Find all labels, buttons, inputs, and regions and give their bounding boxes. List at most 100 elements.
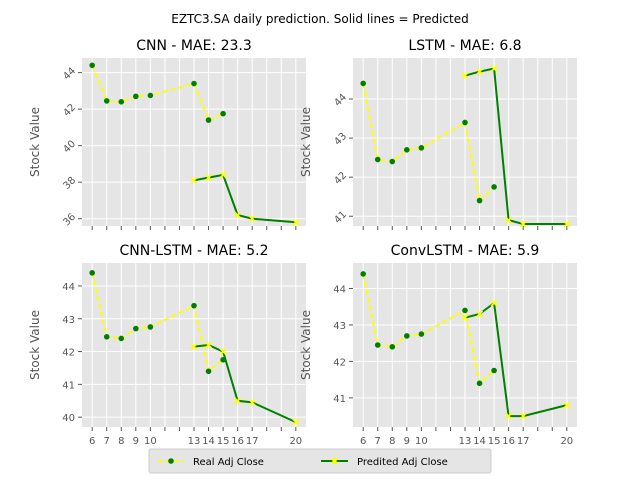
- real-point: [89, 62, 95, 69]
- real-point: [418, 331, 425, 337]
- legend-frame: [148, 448, 492, 474]
- figure-suptitle: EZTC3.SA daily prediction. Solid lines =…: [171, 12, 469, 26]
- x-tick-label: 7: [375, 436, 381, 447]
- pred-point: [248, 215, 256, 223]
- y-tick-label: 42: [333, 357, 346, 368]
- y-tick-label: 44: [332, 92, 349, 109]
- legend-pred-label: Predited Adj Close: [357, 457, 448, 468]
- x-tick-label: 6: [89, 436, 95, 447]
- pred-point: [234, 211, 242, 219]
- y-tick-label: 43: [62, 315, 75, 326]
- real-point: [374, 156, 381, 163]
- x-tick-label: 9: [404, 436, 410, 447]
- real-point: [89, 270, 95, 276]
- x-tick-label: 17: [517, 436, 530, 447]
- y-axis-label: Stock Value: [299, 310, 313, 380]
- x-tick-label: 15: [488, 436, 501, 447]
- y-axis-label: Stock Value: [28, 310, 42, 380]
- real-point: [103, 98, 110, 104]
- pred-point: [519, 412, 527, 420]
- pred-point: [563, 220, 571, 228]
- pred-series-line: [193, 343, 297, 424]
- real-point: [205, 368, 212, 375]
- real-point: [103, 334, 110, 340]
- pred-point: [519, 220, 527, 228]
- real-point: [374, 342, 381, 348]
- real-point: [491, 184, 497, 190]
- x-tick-label: 20: [289, 436, 302, 447]
- y-tick-label: 40: [62, 413, 75, 424]
- pred-series-line: [464, 67, 567, 225]
- y-tick-label: 38: [61, 175, 78, 192]
- chart-title: ConvLSTM - MAE: 5.9: [391, 243, 540, 259]
- y-tick-label: 41: [62, 380, 75, 391]
- real-point: [360, 271, 366, 277]
- pred-point: [292, 218, 300, 226]
- y-tick-label: 44: [62, 282, 75, 293]
- real-point: [191, 302, 197, 309]
- real-point: [476, 197, 483, 204]
- real-point: [118, 99, 125, 105]
- pred-point: [475, 68, 484, 76]
- pred-point: [219, 171, 227, 179]
- real-point: [389, 158, 396, 165]
- real-point: [205, 117, 212, 123]
- pred-point: [190, 343, 198, 351]
- pred-point: [475, 310, 484, 318]
- y-tick-label: 42: [332, 170, 349, 187]
- chart-panel-2: 40 41 42 43 44 6 7 8 9 10 13 14 15 16 17 20 CNN-LSTM - M…: [28, 243, 306, 447]
- chart-panel-1: 41 42 43 44 LSTM - MAE: 6.8 Stock Value: [299, 38, 577, 230]
- x-tick-label: 14: [202, 436, 215, 447]
- pred-point: [292, 418, 300, 426]
- y-tick-label: 41: [332, 209, 349, 226]
- real-point: [220, 110, 226, 117]
- y-tick-label: 43: [333, 321, 346, 332]
- real-point: [389, 344, 396, 350]
- chart-panel-0: 36 38 40 42 44 CNN - MAE: 23.3 Stock Value: [28, 38, 306, 230]
- pred-point: [461, 72, 469, 80]
- real-point: [133, 93, 139, 100]
- real-point: [491, 367, 497, 374]
- x-tick-label: 14: [473, 436, 486, 447]
- x-tick-label: 10: [144, 436, 157, 447]
- y-axis-label: Stock Value: [299, 107, 313, 177]
- real-point: [360, 80, 366, 87]
- chart-title: CNN-LSTM - MAE: 5.2: [120, 243, 269, 259]
- x-tick-label: 7: [104, 436, 110, 447]
- real-point: [418, 145, 425, 151]
- x-tick-label: 10: [415, 436, 428, 447]
- x-tick-label: 20: [560, 436, 573, 447]
- x-tick-label: 13: [188, 436, 201, 447]
- pred-point: [461, 314, 469, 322]
- real-point: [404, 147, 410, 153]
- real-point: [118, 335, 125, 342]
- y-tick-label: 41: [333, 394, 346, 405]
- real-point: [147, 324, 154, 330]
- y-tick-label: 44: [333, 285, 346, 296]
- legend: Real Adj Close ✖ Predited Adj Close: [148, 448, 492, 474]
- real-point: [133, 325, 139, 332]
- pred-series-line: [193, 173, 296, 224]
- x-tick-label: 15: [217, 436, 230, 447]
- real-point: [147, 92, 154, 99]
- pred-point: [490, 64, 498, 73]
- pred-point: [490, 299, 498, 307]
- y-tick-label: 42: [62, 348, 75, 359]
- x-tick-label: 16: [502, 436, 515, 447]
- real-point: [404, 333, 410, 339]
- chart-title: CNN - MAE: 23.3: [136, 38, 252, 54]
- x-tick-label: 13: [459, 436, 472, 447]
- y-axis-label: Stock Value: [28, 107, 42, 177]
- real-point: [462, 119, 468, 126]
- pred-series-line: [464, 301, 568, 418]
- pred-point: [204, 341, 213, 349]
- pred-point: [204, 174, 213, 182]
- real-point: [462, 307, 468, 314]
- pred-point: [234, 397, 242, 405]
- chart-panel-3: 41 42 43 44 6 7 8 9 10 13 14 15 16 17 20 ConvLSTM - MAE…: [299, 243, 577, 447]
- pred-point: [219, 347, 227, 356]
- x-tick-label: 9: [133, 436, 139, 447]
- x-tick-label: 6: [360, 436, 366, 447]
- pred-point: [563, 401, 571, 409]
